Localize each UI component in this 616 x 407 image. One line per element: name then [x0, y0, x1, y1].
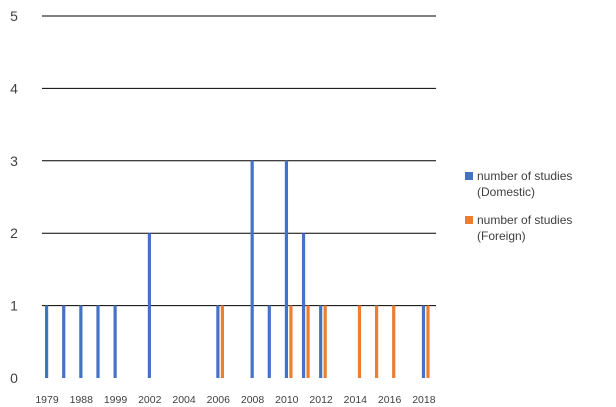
bar-foreign-2018 [426, 305, 430, 378]
x-tick-label: 1988 [70, 394, 94, 406]
x-tick-label: 2018 [412, 394, 436, 406]
bar-foreign-2012 [323, 305, 327, 378]
gridlines [42, 15, 436, 307]
x-tick-label: 2012 [309, 394, 333, 406]
x-tick-label: 2004 [172, 394, 196, 406]
legend-label-domestic: number of studies (Domestic) [477, 169, 573, 199]
bar-domestic-1988 [79, 305, 83, 378]
bar-domestic-2002 [147, 233, 151, 378]
x-tick-label: 2002 [138, 394, 162, 406]
bar-foreign-2016 [392, 305, 396, 378]
bar-domestic-1993 [96, 305, 100, 378]
bar-domestic-1986 [62, 305, 66, 378]
legend-label-foreign: number of studies (Foreign) [477, 213, 573, 243]
x-axis-ticks: 1979 1988 1999 2002 2004 2006 2008 2010 2012 2014… [35, 394, 435, 406]
x-tick-label: 2008 [241, 394, 265, 406]
y-tick-label: 0 [10, 370, 18, 386]
bar-foreign-2010 [289, 305, 293, 378]
x-tick-label: 1979 [35, 394, 59, 406]
bar-domestic-2009 [267, 305, 271, 378]
y-tick-label: 1 [10, 298, 18, 314]
y-tick-label: 3 [10, 153, 18, 169]
legend: number of studies (Domestic) number of s… [465, 168, 616, 256]
bars [45, 160, 430, 378]
x-tick-label: 1999 [104, 394, 128, 406]
bar-foreign-2011 [306, 305, 310, 378]
bar-domestic-2012 [319, 305, 323, 378]
x-tick-label: 2010 [275, 394, 299, 406]
y-axis-ticks: 0 1 2 3 4 5 [10, 8, 18, 386]
bar-domestic-2008 [250, 160, 254, 378]
y-tick-label: 4 [10, 80, 18, 96]
bar-domestic-1999 [113, 305, 117, 378]
bar-foreign-2015 [374, 305, 379, 378]
legend-swatch-domestic [465, 172, 473, 180]
x-tick-label: 2006 [207, 394, 231, 406]
bar-foreign-2014 [357, 305, 362, 378]
y-tick-label: 2 [10, 225, 18, 241]
bar-domestic-2010 [284, 160, 289, 378]
legend-item-foreign: number of studies (Foreign) [465, 212, 616, 244]
legend-swatch-foreign [465, 216, 473, 224]
x-tick-label: 2016 [378, 394, 402, 406]
bar-domestic-1979 [45, 305, 49, 378]
bar-foreign-2006 [220, 305, 225, 378]
bar-domestic-2006 [216, 305, 220, 378]
x-tick-label: 2014 [344, 394, 368, 406]
y-tick-label: 5 [10, 8, 18, 24]
bar-domestic-2011 [301, 233, 306, 378]
bar-domestic-2018 [421, 305, 426, 378]
legend-item-domestic: number of studies (Domestic) [465, 168, 616, 200]
